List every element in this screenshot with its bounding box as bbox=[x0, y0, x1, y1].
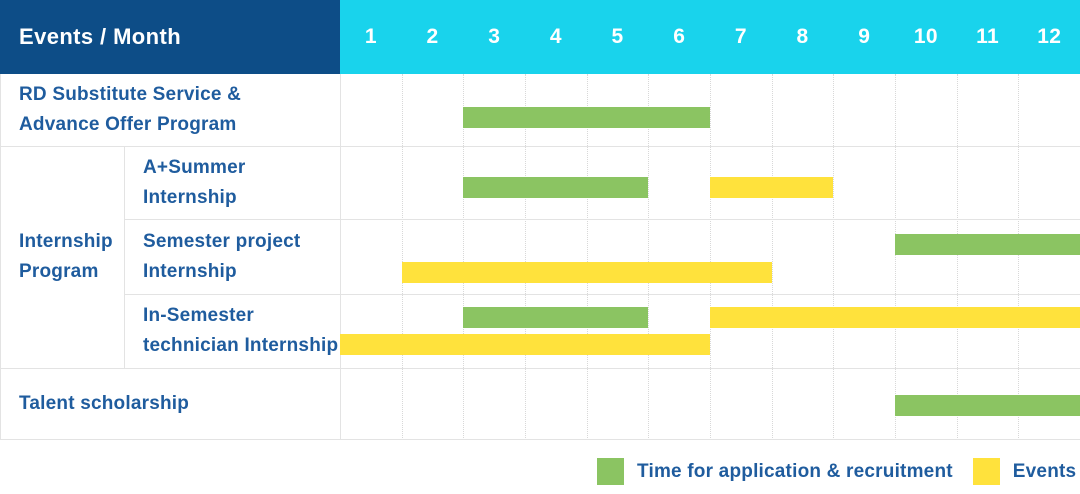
row-label-text: A+Summer Internship bbox=[143, 156, 246, 208]
header-title: Events / Month bbox=[19, 24, 182, 49]
month-header-cell: 3 bbox=[488, 25, 501, 48]
legend: Time for application & recruitment Event… bbox=[597, 458, 1076, 485]
legend-label-application: Time for application & recruitment bbox=[637, 460, 953, 482]
row-label-talent-scholarship: Talent scholarship bbox=[0, 368, 340, 440]
gantt-bar-application bbox=[895, 234, 1080, 255]
gantt-bar-application bbox=[463, 107, 710, 128]
month-header-cell: 1 bbox=[364, 25, 377, 48]
month-gridline bbox=[833, 74, 835, 440]
legend-swatch-application bbox=[597, 458, 624, 485]
table-border bbox=[0, 145, 1080, 147]
row-label-rd-substitute: RD Substitute Service & Advance Offer Pro… bbox=[0, 74, 340, 146]
row-label-a-plus-summer: A+Summer Internship bbox=[124, 146, 340, 219]
group-label-text: Internship Program bbox=[19, 231, 113, 282]
table-border bbox=[340, 74, 341, 440]
month-header-row: 1 2 3 4 5 6 7 8 9 10 11 12 bbox=[340, 0, 1080, 74]
table-border bbox=[124, 146, 125, 368]
row-label-in-semester-technician: In-Semester technician Internship bbox=[124, 294, 340, 368]
table-border bbox=[0, 74, 1, 440]
month-gridline bbox=[401, 74, 403, 440]
row-label-semester-project: Semester project Internship bbox=[124, 219, 340, 294]
month-gridline bbox=[525, 74, 526, 440]
gantt-bar-event bbox=[710, 307, 1080, 328]
legend-swatch-events bbox=[972, 458, 1000, 485]
month-gridline bbox=[586, 74, 588, 440]
month-gridline bbox=[895, 74, 896, 440]
legend-label-events: Events bbox=[1012, 460, 1077, 482]
table-border bbox=[0, 367, 1080, 369]
group-label-internship-program: Internship Program bbox=[0, 146, 124, 368]
row-label-text: Talent scholarship bbox=[19, 393, 190, 414]
month-header-cell: 4 bbox=[549, 25, 562, 48]
table-border bbox=[124, 218, 1080, 220]
gantt-bar-event bbox=[401, 262, 772, 283]
row-label-text: RD Substitute Service & Advance Offer Pro… bbox=[19, 84, 242, 135]
month-header-cell: 9 bbox=[858, 25, 871, 48]
gantt-bar-event bbox=[710, 177, 834, 198]
gantt-bar-application bbox=[463, 307, 649, 328]
month-gridline bbox=[463, 74, 465, 440]
month-header-cell: 10 bbox=[913, 25, 938, 48]
month-header-cell: 6 bbox=[673, 25, 686, 48]
month-gridline bbox=[648, 74, 650, 440]
month-header-cell: 5 bbox=[611, 25, 624, 48]
month-gridline bbox=[710, 74, 711, 440]
gantt-bar-event bbox=[340, 334, 710, 355]
row-label-text: Semester project Internship bbox=[143, 230, 301, 282]
gantt-bar-application bbox=[463, 177, 649, 198]
table-border bbox=[124, 293, 1080, 295]
month-gridline bbox=[771, 74, 773, 440]
row-label-text: In-Semester technician Internship bbox=[143, 305, 339, 356]
month-header-cell: 12 bbox=[1037, 25, 1062, 48]
month-header-cell: 11 bbox=[976, 25, 999, 48]
month-header-cell: 7 bbox=[734, 25, 747, 48]
table-border bbox=[0, 439, 1080, 440]
header-title-cell: Events / Month bbox=[0, 0, 340, 74]
month-header-cell: 2 bbox=[426, 25, 439, 48]
month-header-cell: 8 bbox=[796, 25, 809, 48]
gantt-bar-application bbox=[895, 395, 1080, 416]
month-gridline bbox=[1018, 74, 1020, 440]
month-gridline bbox=[956, 74, 958, 440]
